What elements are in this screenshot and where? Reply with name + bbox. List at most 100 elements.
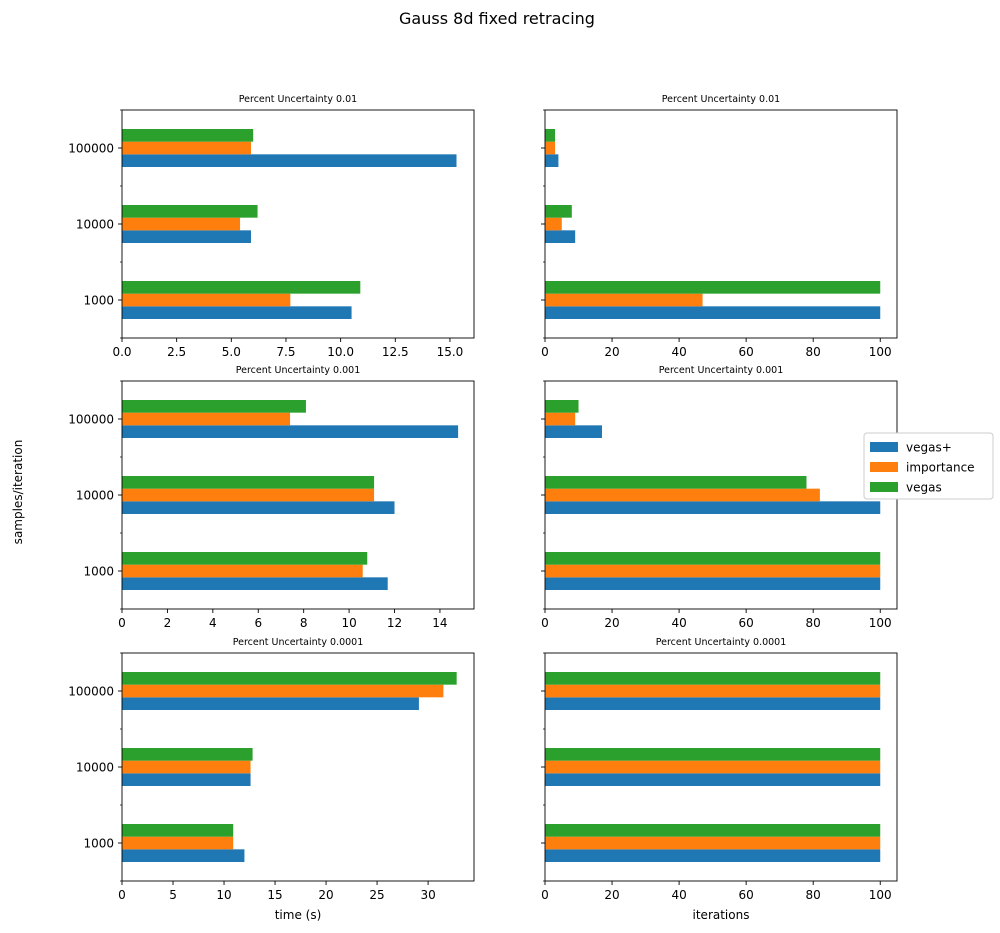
bar-importance-1000 [545,836,881,850]
legend: vegas+ importance vegas [863,432,994,500]
bar-vegas-1000 [545,849,881,862]
x-tick-label: 0 [118,616,126,630]
y-tick-label: 10000 [76,761,114,775]
x-tick-label: 60 [739,616,754,630]
legend-swatch-vegas [870,482,898,492]
y-tick-label: 10000 [76,489,114,503]
bar-importance-100000 [545,684,881,698]
subplot-title: Percent Uncertainty 0.01 [662,94,780,105]
series-vegas-bars [122,400,375,565]
series-vegas-bars [122,425,459,590]
series-vegas-bars [545,672,881,837]
bar-vegas-1000 [122,306,352,319]
x-tick-label: 7.5 [276,345,295,359]
x-tick-label: 80 [806,888,821,902]
series-vegas-bars [122,697,419,862]
x-tick-label: 10 [341,616,356,630]
legend-entry-vegas: vegas+ [870,441,952,455]
bar-vegas-10000 [545,476,807,489]
x-tick-label: 14 [432,616,447,630]
y-tick-label: 1000 [83,837,114,851]
y-tick-label: 100000 [68,685,114,699]
x-tick-label: 0 [541,616,549,630]
bar-vegas-1000 [122,577,388,590]
bar-importance-1000 [122,293,291,307]
bar-vegas-100000 [545,400,579,413]
x-tick-label: 5.0 [222,345,241,359]
x-tick-label: 40 [671,616,686,630]
x-tick-label: 40 [671,888,686,902]
subplot-title: Percent Uncertainty 0.001 [236,365,360,376]
legend-swatch-vegas [870,442,898,452]
subplot-4: Percent Uncertainty 0.001 0 20 40 60 80 100 [541,365,898,630]
bar-vegas-10000 [122,501,395,514]
y-tick-label: 1000 [83,565,114,579]
x-tick-label: 10.0 [327,345,354,359]
series-importance-bars [545,684,881,850]
bar-vegas-10000 [545,773,881,786]
series-importance-bars [122,684,444,850]
bar-vegas-1000 [122,849,245,862]
bar-importance-100000 [122,412,291,426]
bar-vegas-10000 [545,205,572,218]
x-tick-label: 100 [869,616,892,630]
x-tick-label: 0.0 [112,345,131,359]
bar-vegas-10000 [545,501,881,514]
x-tick-label: 10 [216,888,231,902]
legend-entry-importance: importance [870,461,975,475]
bar-vegas-10000 [545,748,881,761]
bar-importance-100000 [122,141,251,155]
bar-vegas-10000 [545,230,576,243]
subplot-grid: Percent Uncertainty 0.01 0.0 2.5 5.0 7.5 10.0… [68,94,898,922]
bar-vegas-100000 [122,129,254,142]
series-vegas-bars [545,697,881,862]
y-tick-label: 10000 [76,218,114,232]
x-axis-label: iterations [693,908,750,922]
x-tick-label: 80 [806,616,821,630]
bar-vegas-10000 [122,773,251,786]
bar-importance-10000 [122,760,251,774]
x-tick-label: 0 [541,888,549,902]
y-tick-label: 1000 [83,294,114,308]
bar-vegas-100000 [545,697,881,710]
x-tick-label: 2 [164,616,172,630]
bar-vegas-100000 [122,697,419,710]
x-tick-label: 80 [806,345,821,359]
x-tick-label: 0 [541,345,549,359]
subplot-5: Percent Uncertainty 0.0001 0 5 10 15 20 25 30 10… [68,637,475,922]
subplot-6: Percent Uncertainty 0.0001 0 20 40 60 80 100 it… [541,637,898,922]
bar-vegas-100000 [122,425,459,438]
legend-swatch-importance [870,462,898,472]
x-tick-label: 100 [869,345,892,359]
series-vegas-bars [122,154,457,319]
x-tick-label: 60 [739,345,754,359]
x-axis-label: time (s) [275,908,322,922]
x-tick-label: 20 [604,345,619,359]
bar-vegas-100000 [545,425,602,438]
bar-vegas-1000 [545,577,881,590]
x-tick-label: 5 [169,888,177,902]
bar-vegas-1000 [122,552,368,565]
bar-importance-10000 [122,217,241,231]
subplot-title: Percent Uncertainty 0.001 [659,365,783,376]
series-vegas-bars [122,129,361,294]
x-tick-label: 15.0 [437,345,464,359]
x-tick-label: 2.5 [167,345,186,359]
subplot-1: Percent Uncertainty 0.01 0.0 2.5 5.0 7.5 10.0… [68,94,475,359]
bar-vegas-100000 [545,154,559,167]
bar-vegas-100000 [545,672,881,685]
series-vegas-bars [545,154,881,319]
bar-vegas-100000 [122,672,457,685]
bar-importance-1000 [545,293,703,307]
bar-vegas-10000 [122,476,375,489]
x-tick-label: 25 [369,888,384,902]
bar-importance-100000 [122,684,444,698]
bar-importance-100000 [545,141,556,155]
x-tick-label: 0 [118,888,126,902]
legend-entry-vegas: vegas [870,481,942,495]
subplot-2: Percent Uncertainty 0.01 0 20 40 60 80 100 [541,94,898,359]
legend-label: vegas+ [906,441,952,455]
bar-vegas-100000 [545,129,556,142]
bar-vegas-10000 [122,748,253,761]
